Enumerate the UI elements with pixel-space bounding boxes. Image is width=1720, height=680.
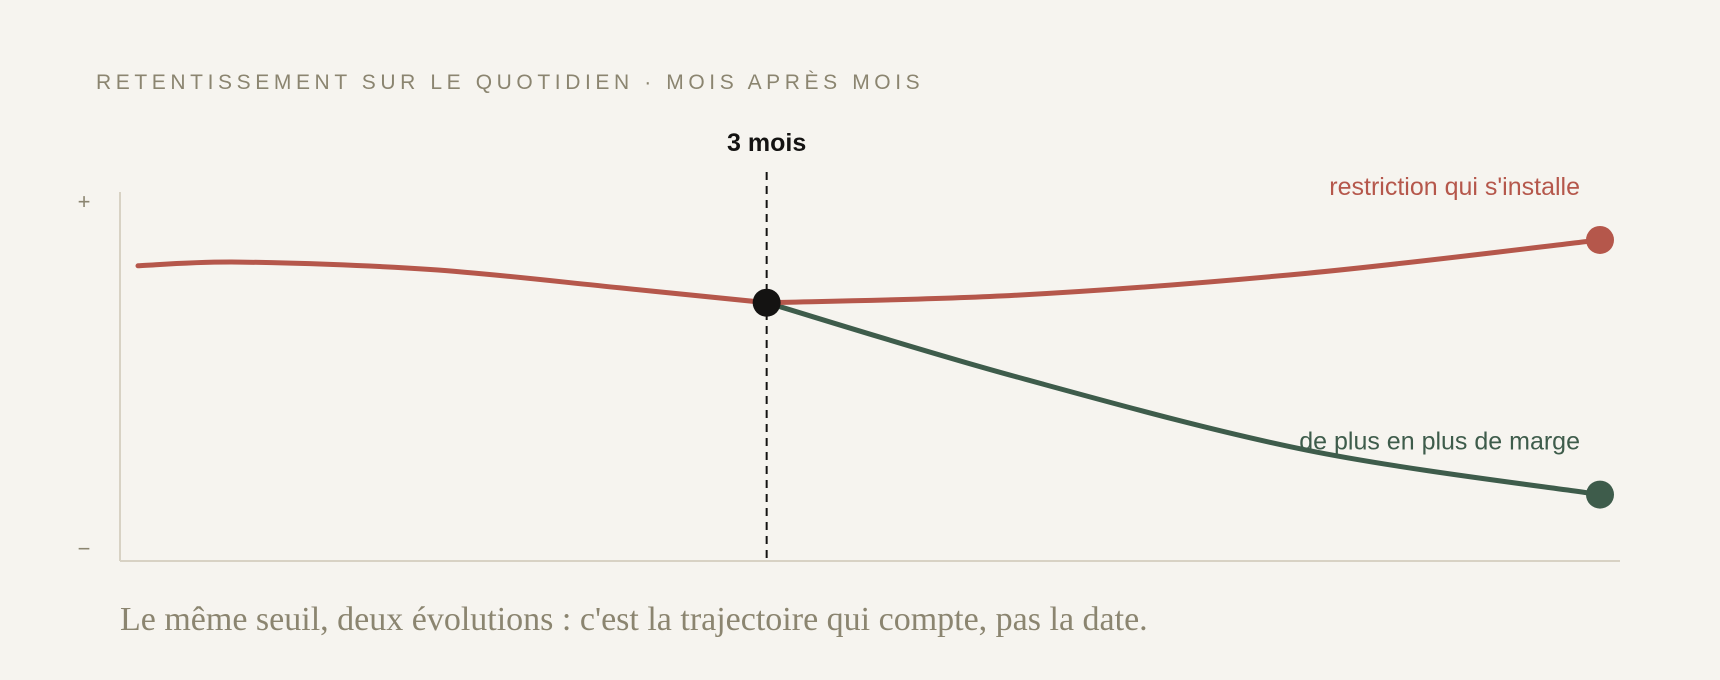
- threshold-point: [752, 288, 781, 317]
- series-layer: [135, 225, 1614, 509]
- chart-title: RETENTISSEMENT SUR LE QUOTIDIEN · MOIS A…: [96, 71, 925, 94]
- series-line-marge: [764, 300, 1603, 498]
- series-labels: restriction qui s'installe de plus en plu…: [1299, 173, 1580, 456]
- series-label-marge: de plus en plus de marge: [1299, 428, 1580, 456]
- series-line-shared: [135, 259, 770, 306]
- series-label-restriction: restriction qui s'installe: [1329, 173, 1580, 201]
- endpoint-restriction: [1586, 225, 1614, 254]
- endpoint-marge: [1586, 480, 1614, 509]
- chart-caption: Le même seuil, deux évolutions : c'est l…: [120, 601, 1148, 638]
- y-tick-plus: +: [78, 189, 91, 214]
- y-tick-minus: −: [78, 536, 91, 561]
- series-line-restriction: [764, 237, 1603, 306]
- threshold-label: 3 mois: [727, 129, 806, 157]
